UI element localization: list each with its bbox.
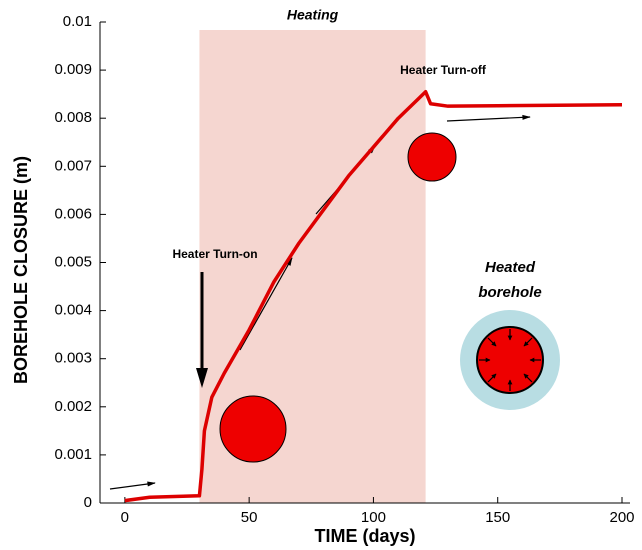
x-axis-title: TIME (days) (314, 526, 415, 546)
y-tick-label: 0.01 (63, 13, 92, 30)
y-tick-label: 0.004 (54, 302, 92, 319)
x-tick-label: 100 (361, 509, 386, 526)
chart: Heating 0 0.001 0.002 0.003 0.004 0.005 0.006 0… (0, 0, 642, 550)
x-tick-label: 200 (609, 509, 634, 526)
y-tick-label: 0 (84, 494, 92, 511)
annotation: borehole (478, 284, 541, 301)
y-tick-label: 0.008 (54, 109, 92, 126)
y-tick-label: 0.006 (54, 205, 92, 222)
y-tick-label: 0.001 (54, 446, 92, 463)
x-tick-label: 50 (241, 509, 258, 526)
y-tick-label: 0.005 (54, 253, 92, 270)
region-label: Heating (287, 7, 339, 23)
annotation: Heater Turn-on (172, 247, 257, 261)
x-tick-label: 150 (485, 509, 510, 526)
x-tick-label: 0 (121, 509, 129, 526)
annotation: Heater Turn-off (400, 63, 487, 77)
y-tick-label: 0.002 (54, 398, 92, 415)
y-tick-label: 0.007 (54, 157, 92, 174)
y-axis-title: BOREHOLE CLOSURE (m) (11, 156, 31, 384)
annotation: Heated (485, 259, 536, 276)
y-tick-label: 0.009 (54, 61, 92, 78)
y-tick-label: 0.003 (54, 350, 92, 367)
